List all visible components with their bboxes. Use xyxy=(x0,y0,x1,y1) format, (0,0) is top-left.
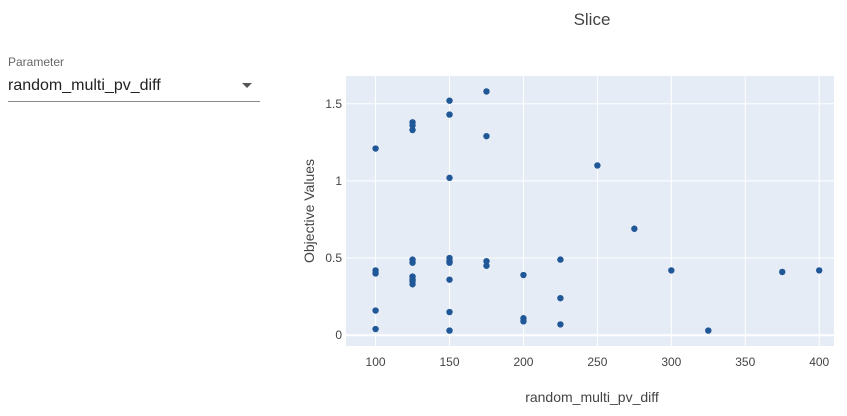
data-point[interactable] xyxy=(520,271,527,279)
data-point[interactable] xyxy=(483,88,490,95)
data-point[interactable] xyxy=(409,122,416,129)
data-point[interactable] xyxy=(409,259,416,266)
slice-chart: Slice 100 150 200 250 300 350 400 0 0.5 1 1.5 ran… xyxy=(290,0,847,416)
x-tick-label: 300 xyxy=(661,355,681,369)
data-point[interactable] xyxy=(557,256,564,263)
parameter-label: Parameter xyxy=(8,55,65,69)
parameter-selector: Parameter random_multi_pv_diff xyxy=(8,55,260,102)
parameter-selected-value: random_multi_pv_diff xyxy=(8,77,161,94)
data-point[interactable] xyxy=(446,308,453,316)
data-point[interactable] xyxy=(520,318,527,325)
data-point[interactable] xyxy=(372,307,379,314)
data-point[interactable] xyxy=(705,327,712,334)
chart-title: Slice xyxy=(574,10,611,29)
grid-lines xyxy=(346,76,834,346)
data-point[interactable] xyxy=(557,294,564,302)
x-tick-label: 100 xyxy=(366,355,386,369)
x-axis-title: random_multi_pv_diff xyxy=(525,389,659,405)
x-tick-label: 400 xyxy=(809,355,829,369)
slice-plot: Slice 100 150 200 250 300 350 400 0 0.5 1 1.5 ran… xyxy=(301,10,834,405)
y-tick-label: 0.5 xyxy=(325,251,342,265)
data-point[interactable] xyxy=(557,321,564,328)
data-point[interactable] xyxy=(409,126,416,134)
data-point[interactable] xyxy=(446,174,453,182)
data-point[interactable] xyxy=(446,111,453,118)
data-point[interactable] xyxy=(372,145,379,152)
data-point[interactable] xyxy=(372,270,379,277)
x-tick-labels: 100 150 200 250 300 350 400 xyxy=(366,355,830,369)
data-point[interactable] xyxy=(483,257,490,265)
data-point[interactable] xyxy=(668,267,675,274)
y-tick-label: 1.5 xyxy=(325,97,342,111)
x-tick-label: 200 xyxy=(513,355,533,369)
y-tick-labels: 0 0.5 1 1.5 xyxy=(325,97,342,342)
data-point[interactable] xyxy=(816,267,823,274)
data-point[interactable] xyxy=(483,132,490,140)
x-tick-label: 250 xyxy=(587,355,607,369)
data-point[interactable] xyxy=(446,276,453,283)
data-point[interactable] xyxy=(372,325,379,333)
data-point[interactable] xyxy=(594,162,601,169)
data-point[interactable] xyxy=(779,268,786,276)
y-tick-label: 0 xyxy=(335,328,342,342)
x-tick-label: 350 xyxy=(735,355,755,369)
data-point[interactable] xyxy=(446,257,453,265)
data-point[interactable] xyxy=(446,97,453,104)
data-point[interactable] xyxy=(409,278,416,285)
data-point[interactable] xyxy=(631,225,638,232)
data-point[interactable] xyxy=(446,327,453,334)
y-tick-label: 1 xyxy=(335,174,342,188)
y-axis-title: Objective Values xyxy=(301,159,317,263)
parameter-dropdown[interactable]: random_multi_pv_diff xyxy=(8,75,260,102)
data-point[interactable] xyxy=(483,262,490,269)
caret-down-icon[interactable] xyxy=(242,83,252,88)
x-tick-label: 150 xyxy=(439,355,459,369)
data-points xyxy=(372,88,823,334)
plot-area[interactable] xyxy=(346,76,834,346)
